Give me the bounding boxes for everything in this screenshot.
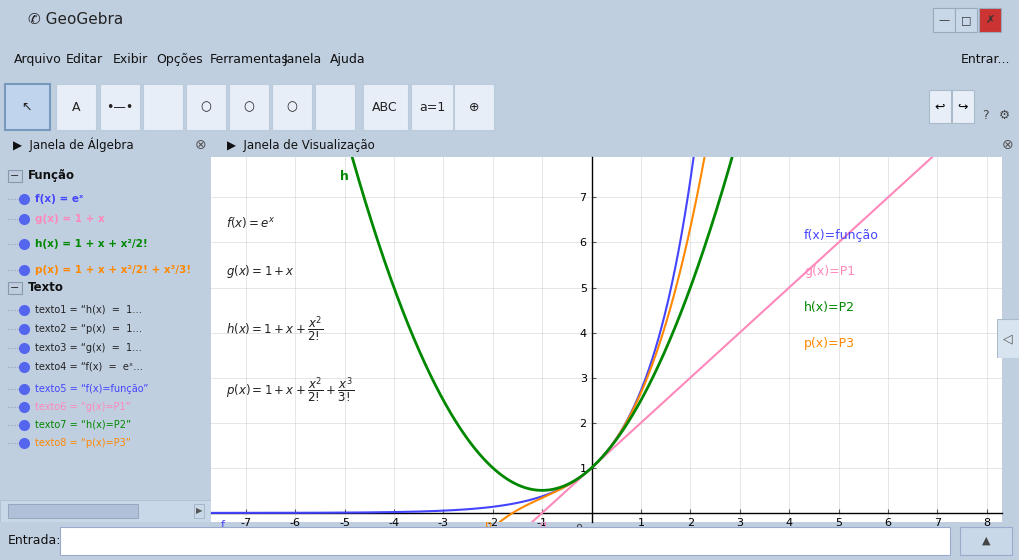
Text: ▶: ▶ <box>196 506 202 515</box>
Bar <box>229 84 269 130</box>
Text: •—•: •—• <box>106 101 133 114</box>
Bar <box>932 8 954 32</box>
Text: texto4 = “f(x)  =  eˣ…: texto4 = “f(x) = eˣ… <box>35 362 143 372</box>
Text: ↩: ↩ <box>933 101 945 114</box>
Text: h: h <box>339 170 348 183</box>
Bar <box>928 90 950 123</box>
Text: p: p <box>485 520 492 530</box>
Text: —: — <box>937 15 949 25</box>
Text: g(x) = 1 + x: g(x) = 1 + x <box>35 214 105 224</box>
Text: Ferramentas: Ferramentas <box>210 53 288 67</box>
Bar <box>8 282 22 294</box>
Text: 0: 0 <box>575 524 582 534</box>
Bar <box>185 84 226 130</box>
Text: Arquivo: Arquivo <box>14 53 62 67</box>
Text: ◁: ◁ <box>1003 332 1012 346</box>
Text: Editar: Editar <box>66 53 103 67</box>
Bar <box>194 504 204 518</box>
Bar <box>8 504 138 518</box>
Text: p(x)=P3: p(x)=P3 <box>803 337 854 351</box>
Text: texto7 = “h(x)=P2”: texto7 = “h(x)=P2” <box>35 420 131 430</box>
Text: g(x)=P1: g(x)=P1 <box>803 265 854 278</box>
Text: a=1: a=1 <box>419 101 444 114</box>
Bar <box>8 170 22 182</box>
Bar <box>56 84 96 130</box>
Bar <box>363 84 408 130</box>
Text: ?: ? <box>980 109 987 122</box>
Text: ⊕: ⊕ <box>469 101 479 114</box>
Bar <box>959 527 1011 555</box>
Text: ▶  Janela de Visualização: ▶ Janela de Visualização <box>227 138 375 152</box>
Text: ⊗: ⊗ <box>195 138 206 152</box>
Text: ⚙: ⚙ <box>998 109 1009 122</box>
Text: −: − <box>10 283 19 293</box>
Bar <box>978 8 1000 32</box>
Bar <box>143 84 182 130</box>
Text: ↪: ↪ <box>957 101 967 114</box>
Text: $p(x)=1+x+\dfrac{x^2}{2!}+\dfrac{x^3}{3!}$: $p(x)=1+x+\dfrac{x^2}{2!}+\dfrac{x^3}{3!… <box>226 375 354 405</box>
Bar <box>100 84 140 130</box>
Text: texto2 = “p(x)  =  1…: texto2 = “p(x) = 1… <box>35 324 142 334</box>
Text: g: g <box>539 520 546 530</box>
Text: texto8 = “p(x)=P3”: texto8 = “p(x)=P3” <box>35 438 130 448</box>
Text: f(x)=função: f(x)=função <box>803 229 878 242</box>
Text: ↖: ↖ <box>21 101 33 114</box>
Text: ○: ○ <box>201 101 211 114</box>
Text: Entrar...: Entrar... <box>960 53 1009 67</box>
Text: $g(x)=1+x$: $g(x)=1+x$ <box>226 263 294 280</box>
Bar <box>60 527 949 555</box>
Bar <box>0 500 211 522</box>
Text: f(x) = eˣ: f(x) = eˣ <box>35 194 84 204</box>
Text: Função: Função <box>28 169 75 183</box>
Text: A: A <box>71 101 81 114</box>
Text: Ajuda: Ajuda <box>330 53 365 67</box>
Text: $h(x)=1+x+\dfrac{x^2}{2!}$: $h(x)=1+x+\dfrac{x^2}{2!}$ <box>226 315 323 344</box>
Bar <box>5 84 50 130</box>
Text: ⊗: ⊗ <box>1001 138 1013 152</box>
Bar <box>315 84 355 130</box>
Text: Entrada:: Entrada: <box>8 534 61 548</box>
Bar <box>453 84 493 130</box>
Text: texto1 = “h(x)  =  1…: texto1 = “h(x) = 1… <box>35 305 142 315</box>
Text: Texto: Texto <box>28 281 64 295</box>
Text: □: □ <box>960 15 970 25</box>
Text: texto6 = “g(x)=P1”: texto6 = “g(x)=P1” <box>35 402 130 412</box>
Text: ABC: ABC <box>372 101 397 114</box>
Text: texto5 = “f(x)=função”: texto5 = “f(x)=função” <box>35 384 148 394</box>
Text: h(x)=P2: h(x)=P2 <box>803 301 854 314</box>
Text: ✆ GeoGebra: ✆ GeoGebra <box>28 12 123 27</box>
Text: f: f <box>221 520 225 530</box>
Text: ○: ○ <box>244 101 254 114</box>
Text: Exibir: Exibir <box>113 53 148 67</box>
Bar <box>411 84 452 130</box>
Text: h(x) = 1 + x + x²/2!: h(x) = 1 + x + x²/2! <box>35 239 148 249</box>
Text: Janela: Janela <box>283 53 322 67</box>
Text: $f(x)=e^x$: $f(x)=e^x$ <box>226 216 275 230</box>
Bar <box>272 84 312 130</box>
Text: texto3 = “g(x)  =  1…: texto3 = “g(x) = 1… <box>35 343 142 353</box>
Text: Opções: Opções <box>156 53 203 67</box>
Bar <box>951 90 973 123</box>
Text: ✗: ✗ <box>984 15 994 25</box>
Text: p(x) = 1 + x + x²/2! + x³/3!: p(x) = 1 + x + x²/2! + x³/3! <box>35 265 191 275</box>
Text: ▶  Janela de Álgebra: ▶ Janela de Álgebra <box>12 138 133 152</box>
Text: −: − <box>10 171 19 181</box>
Text: ○: ○ <box>286 101 298 114</box>
Text: ▲: ▲ <box>981 536 989 546</box>
Bar <box>954 8 976 32</box>
